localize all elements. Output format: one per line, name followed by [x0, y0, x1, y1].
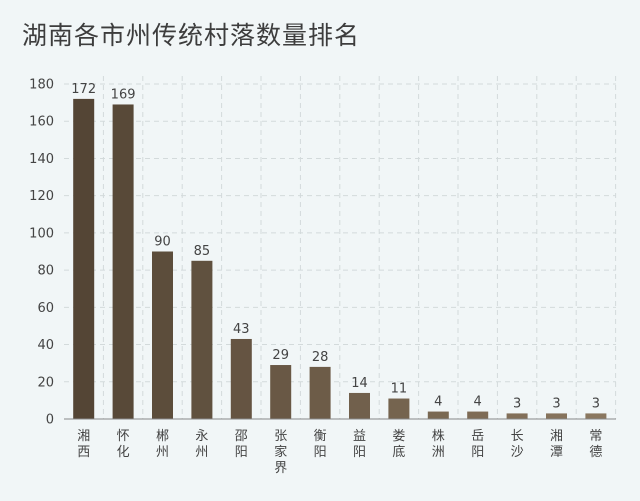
x-category-label: 常德	[589, 429, 602, 460]
x-category-label: 邵阳	[235, 429, 248, 460]
bar-14	[585, 413, 607, 419]
bar-12	[506, 413, 528, 419]
bar-5	[230, 338, 252, 419]
y-tick-label: 60	[37, 301, 54, 316]
x-category-label: 株洲	[432, 429, 445, 460]
x-category-label: 湘西	[77, 429, 90, 460]
y-tick-label: 100	[29, 226, 54, 241]
x-category-label: 永州	[195, 429, 208, 460]
x-category-label: 衡阳	[314, 429, 327, 460]
x-category-label: 湘潭	[550, 429, 563, 460]
bar-11	[467, 411, 489, 419]
y-tick-label: 180	[29, 78, 54, 93]
chart-title: 湖南各市州传统村落数量排名	[22, 21, 361, 50]
data-label: 3	[552, 396, 560, 411]
data-label: 28	[312, 350, 329, 365]
bar-2	[112, 104, 134, 419]
x-category-label: 娄底	[392, 429, 405, 460]
bar-10	[427, 411, 449, 419]
bar-9	[388, 398, 410, 419]
data-label: 172	[71, 82, 96, 97]
data-label: 11	[391, 382, 408, 397]
x-category-label: 岳阳	[471, 429, 484, 460]
data-label: 43	[233, 322, 250, 337]
y-tick-label: 120	[29, 189, 54, 204]
x-category-label: 郴州	[156, 429, 169, 460]
data-label: 85	[194, 244, 211, 259]
y-tick-label: 80	[37, 264, 54, 279]
data-label: 4	[434, 395, 442, 410]
data-label: 14	[351, 376, 368, 391]
bar-13	[546, 413, 567, 419]
bar-3	[152, 251, 173, 419]
y-tick-label: 140	[29, 152, 54, 167]
labels-layer: 0 20 40 60 80 100 120 140 160 180 172 湘西 169 怀化 90 郴州 85…	[29, 78, 602, 477]
data-label: 4	[474, 395, 482, 410]
y-tick-label: 20	[37, 375, 54, 390]
x-category-label: 怀化	[117, 429, 130, 460]
bar-4	[191, 260, 213, 419]
data-label: 90	[154, 235, 171, 250]
x-category-label: 长沙	[511, 429, 524, 460]
bar-8	[349, 392, 370, 419]
bar-6	[270, 365, 292, 419]
y-tick-label: 40	[37, 338, 54, 353]
y-tick-label: 0	[46, 413, 54, 428]
data-label: 3	[513, 396, 521, 411]
bar-7	[309, 366, 331, 419]
data-label: 169	[111, 87, 136, 102]
x-category-label: 张家界	[274, 429, 287, 476]
data-label: 29	[272, 348, 289, 363]
data-label: 3	[592, 396, 600, 411]
y-tick-label: 160	[29, 115, 54, 130]
x-category-label: 益阳	[353, 429, 366, 460]
bars-layer	[73, 98, 607, 419]
bar-1	[73, 98, 95, 419]
grid-layer	[64, 76, 617, 419]
